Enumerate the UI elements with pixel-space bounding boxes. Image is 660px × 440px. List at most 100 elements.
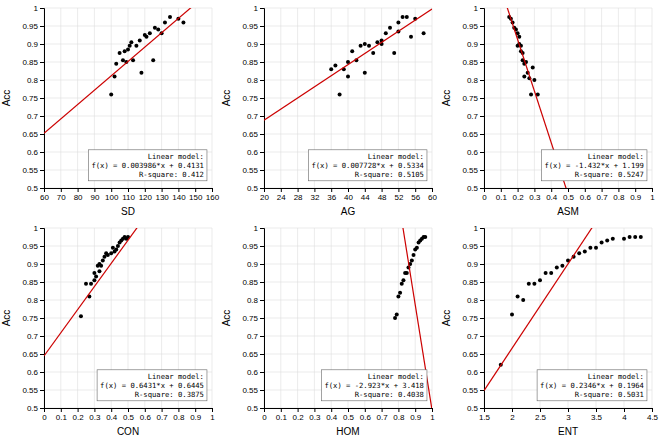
y-tick-label: 0.95	[462, 242, 478, 251]
x-tick-label: 36	[327, 193, 336, 202]
y-tick-mark	[260, 26, 264, 27]
annotation-text: R-square: 0.3875	[135, 390, 204, 399]
y-tick: 0.8	[27, 296, 44, 305]
y-tick: 0.8	[467, 296, 484, 305]
point	[329, 67, 333, 71]
x-tick-mark	[128, 408, 129, 412]
y-tick-label: 0.95	[22, 242, 38, 251]
annotation: Linear model:f(x) = -1.432*x + 1.199R-sq…	[541, 150, 647, 181]
x-tick: 0.2	[513, 188, 525, 202]
point	[168, 15, 172, 19]
y-tick: 0.8	[467, 76, 484, 85]
y-tick-label: 1	[34, 4, 39, 13]
y-tick-label: 0.8	[467, 76, 479, 85]
x-tick-mark	[415, 408, 416, 412]
y-axis-title: Acc	[441, 310, 452, 327]
y-tick-mark	[40, 8, 44, 9]
point	[181, 20, 185, 24]
y-tick-label: 0.85	[242, 58, 258, 67]
y-axis-line	[260, 9, 265, 189]
grid-line-y	[484, 62, 652, 63]
x-axis-line	[485, 189, 653, 193]
x-tick: 60	[428, 188, 437, 202]
x-tick: 0.5	[343, 408, 355, 422]
x-tick: 90	[90, 188, 99, 202]
y-tick: 0.65	[22, 350, 44, 359]
x-tick-mark	[432, 188, 433, 192]
annotation-text: Linear model:	[368, 372, 424, 381]
y-axis: 0.50.550.60.650.70.750.80.850.90.951	[462, 224, 484, 413]
annotation-text: Linear model:	[588, 372, 644, 381]
x-tick: 0.5	[563, 188, 575, 202]
annotation-text: R-square: 0.4038	[355, 390, 424, 399]
y-tick-mark	[480, 44, 484, 45]
y-tick-label: 1	[254, 224, 259, 233]
y-tick-mark	[480, 188, 484, 189]
point	[532, 78, 536, 82]
y-tick: 0.9	[467, 260, 484, 269]
y-tick-mark	[480, 372, 484, 373]
grid-line-y	[44, 228, 212, 229]
grid	[264, 8, 432, 188]
point	[577, 251, 581, 255]
point	[92, 278, 96, 282]
y-tick: 0.6	[27, 368, 44, 377]
x-tick-label: 52	[394, 193, 403, 202]
x-tick-label: 0.8	[393, 413, 405, 422]
point	[510, 312, 514, 316]
grid-line-y	[44, 336, 212, 337]
y-tick-label: 0.5	[27, 184, 39, 193]
grid-line-y	[264, 282, 432, 283]
x-tick: 44	[361, 188, 370, 202]
grid-line-y	[44, 26, 212, 27]
point	[84, 282, 88, 286]
y-tick-label: 1	[254, 4, 259, 13]
y-tick-label: 0.55	[242, 386, 258, 395]
x-tick: 1.5	[479, 408, 491, 422]
y-tick: 0.85	[462, 58, 484, 67]
x-tick-mark	[281, 408, 282, 412]
x-tick-label: 70	[57, 193, 66, 202]
point	[628, 235, 632, 239]
y-tick-label: 0.85	[22, 58, 38, 67]
x-tick: 36	[327, 188, 336, 202]
annotation-text: Linear model:	[148, 152, 204, 161]
y-tick-mark	[480, 98, 484, 99]
x-tick-label: 0.4	[326, 413, 338, 422]
x-tick-mark	[398, 408, 399, 412]
y-tick-label: 0.7	[467, 112, 479, 121]
y-tick-label: 0.55	[22, 386, 38, 395]
y-axis-line	[40, 9, 45, 189]
x-tick-mark	[145, 188, 146, 192]
y-tick-label: 0.65	[462, 130, 478, 139]
y-tick: 0.9	[247, 40, 264, 49]
grid-line-y	[44, 80, 212, 81]
y-tick-label: 0.5	[467, 184, 479, 193]
y-tick-label: 0.9	[247, 40, 259, 49]
point	[123, 49, 127, 53]
y-tick-mark	[480, 354, 484, 355]
annotation: Linear model:f(x) = 0.2346*x + 0.1964R-s…	[537, 370, 647, 401]
annotation: Linear model:f(x) = 0.6431*x + 0.6445R-s…	[97, 370, 207, 401]
point	[405, 15, 409, 19]
point	[588, 246, 592, 250]
y-tick: 0.65	[242, 350, 264, 359]
y-tick-label: 1	[34, 224, 39, 233]
x-tick-mark	[94, 188, 95, 192]
x-tick-label: 0.5	[563, 193, 575, 202]
y-tick-label: 0.5	[247, 404, 259, 413]
x-tick-mark	[162, 408, 163, 412]
x-tick-label: 0.3	[529, 193, 541, 202]
x-tick: 0.8	[173, 408, 185, 422]
grid-line-y	[44, 134, 212, 135]
x-tick-label: 0.2	[293, 413, 305, 422]
y-tick: 0.6	[247, 148, 264, 157]
y-tick-mark	[260, 116, 264, 117]
grid-line-y	[484, 44, 652, 45]
y-tick-label: 0.5	[467, 404, 479, 413]
plot-area	[484, 228, 652, 391]
x-tick: 0.4	[326, 408, 338, 422]
y-tick: 0.95	[22, 242, 44, 251]
y-tick-mark	[260, 354, 264, 355]
point	[113, 74, 117, 78]
